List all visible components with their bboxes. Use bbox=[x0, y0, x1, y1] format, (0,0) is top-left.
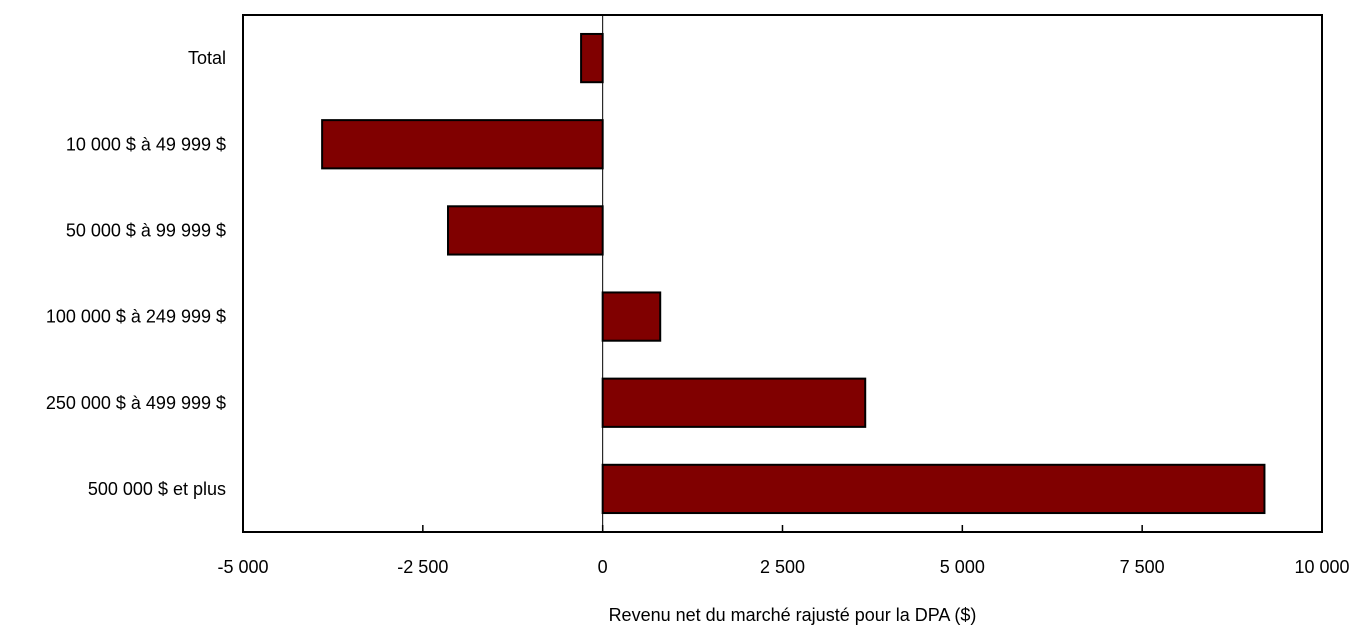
x-axis-ticks: -5 000 -2 500 0 2 500 5 000 7 500 10 000 bbox=[217, 525, 1350, 577]
bars-layer bbox=[321, 32, 1266, 515]
category-label: 100 000 $ à 249 999 $ bbox=[46, 307, 226, 327]
category-label: 250 000 $ à 499 999 $ bbox=[46, 393, 226, 413]
category-label: 500 000 $ et plus bbox=[88, 479, 226, 499]
category-labels: Total 10 000 $ à 49 999 $ 50 000 $ à 99 99… bbox=[46, 48, 226, 499]
x-tick-label: 2 500 bbox=[760, 557, 805, 577]
x-tick-label: -2 500 bbox=[397, 557, 448, 577]
category-label: Total bbox=[188, 48, 226, 68]
category-label: 10 000 $ à 49 999 $ bbox=[66, 134, 226, 154]
category-label: 50 000 $ à 99 999 $ bbox=[66, 220, 226, 240]
bar-0 bbox=[580, 32, 604, 84]
plot-frame bbox=[242, 14, 1323, 533]
x-tick-label: -5 000 bbox=[217, 557, 268, 577]
x-tick-label: 10 000 bbox=[1294, 557, 1349, 577]
bar-2 bbox=[447, 205, 604, 256]
x-tick-label: 5 000 bbox=[940, 557, 985, 577]
bar-3 bbox=[601, 291, 662, 342]
bar-5 bbox=[601, 463, 1266, 515]
x-tick-label: 0 bbox=[598, 557, 608, 577]
bar-1 bbox=[321, 119, 604, 170]
x-tick-label: 7 500 bbox=[1120, 557, 1165, 577]
x-axis-title: Revenu net du marché rajusté pour la DPA… bbox=[609, 605, 977, 625]
bar-4 bbox=[601, 377, 867, 428]
